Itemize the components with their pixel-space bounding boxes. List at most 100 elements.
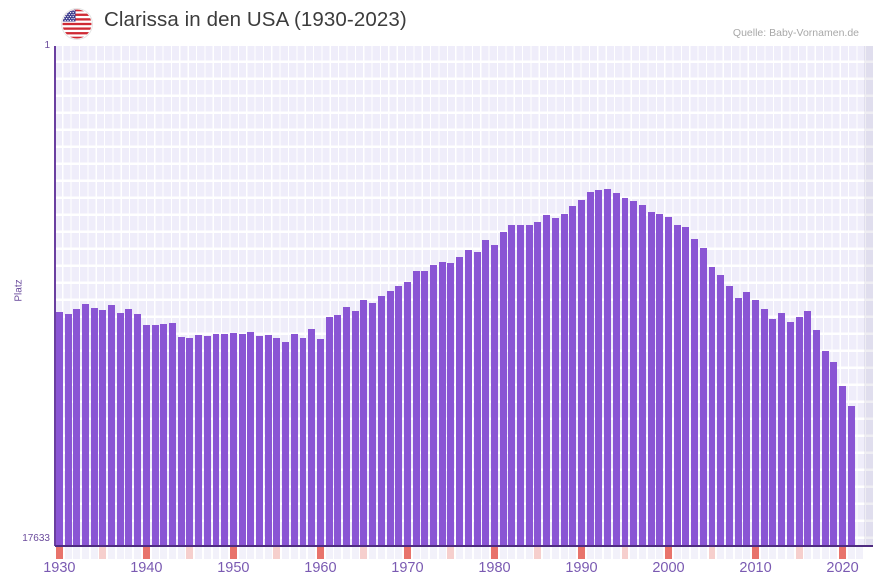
bar-1932[interactable] <box>73 308 81 546</box>
bar-1969[interactable] <box>395 286 403 546</box>
bar-2003[interactable] <box>691 239 699 546</box>
bar-1981[interactable] <box>499 232 507 546</box>
bar-1962[interactable] <box>334 314 342 546</box>
bar-1996[interactable] <box>630 200 638 546</box>
bar-2009[interactable] <box>743 291 751 546</box>
bar-1949[interactable] <box>221 334 229 546</box>
bar-1968[interactable] <box>386 290 394 546</box>
bar-1947[interactable] <box>203 335 211 546</box>
bar-1965[interactable] <box>360 299 368 546</box>
bar-1950[interactable] <box>229 333 237 546</box>
bar-1940[interactable] <box>142 325 150 546</box>
bar-2016[interactable] <box>804 310 812 546</box>
bar-1970[interactable] <box>403 282 411 546</box>
bar-1951[interactable] <box>238 334 246 546</box>
bar-1964[interactable] <box>351 310 359 546</box>
bar-2007[interactable] <box>725 285 733 546</box>
bar-1989[interactable] <box>569 205 577 546</box>
bar-1983[interactable] <box>517 225 525 546</box>
bar-1937[interactable] <box>116 312 124 546</box>
bar-1971[interactable] <box>412 271 420 546</box>
bar-1936[interactable] <box>108 304 116 546</box>
axis-marker-1997 <box>638 547 646 559</box>
bar-1972[interactable] <box>421 270 429 546</box>
bar-2014[interactable] <box>786 322 794 546</box>
bar-1990[interactable] <box>578 199 585 546</box>
bar-2020[interactable] <box>839 385 846 546</box>
axis-marker-1956 <box>282 547 290 559</box>
bar-1953[interactable] <box>256 336 263 546</box>
bar-1979[interactable] <box>482 240 490 546</box>
bar-2015[interactable] <box>795 316 803 546</box>
bar-2018[interactable] <box>821 350 829 546</box>
bar-2000[interactable] <box>665 216 672 546</box>
bar-1944[interactable] <box>177 336 185 546</box>
bar-1959[interactable] <box>308 328 316 546</box>
axis-marker-1976 <box>456 547 464 559</box>
bar-1935[interactable] <box>99 309 107 546</box>
bar-1985[interactable] <box>534 221 542 546</box>
bar-1992[interactable] <box>595 190 603 546</box>
bar-1957[interactable] <box>290 334 298 546</box>
axis-marker-2010 <box>752 547 759 559</box>
bar-1930[interactable] <box>55 311 63 546</box>
axis-marker-2000 <box>665 547 672 559</box>
bar-1934[interactable] <box>90 307 98 546</box>
bar-1978[interactable] <box>473 251 481 546</box>
bar-1976[interactable] <box>456 256 464 546</box>
bar-1974[interactable] <box>438 261 446 546</box>
bar-1960[interactable] <box>316 338 324 546</box>
bar-1946[interactable] <box>195 334 203 546</box>
bar-1939[interactable] <box>134 313 142 546</box>
bar-2021[interactable] <box>847 405 855 546</box>
bar-1942[interactable] <box>160 324 168 546</box>
bar-1961[interactable] <box>325 317 333 546</box>
bar-2002[interactable] <box>682 226 690 546</box>
bar-1995[interactable] <box>621 197 629 546</box>
bar-1958[interactable] <box>299 337 307 546</box>
bar-1982[interactable] <box>508 225 516 546</box>
bar-1980[interactable] <box>490 245 498 546</box>
bar-1945[interactable] <box>186 338 194 546</box>
bar-2006[interactable] <box>717 275 725 546</box>
bar-1998[interactable] <box>647 212 655 546</box>
bar-1993[interactable] <box>604 189 612 546</box>
bar-2010[interactable] <box>752 300 759 546</box>
bar-1997[interactable] <box>638 205 646 546</box>
axis-marker-1931 <box>64 547 72 559</box>
bar-1952[interactable] <box>247 332 255 546</box>
bar-2012[interactable] <box>769 318 777 546</box>
bar-1987[interactable] <box>551 217 559 546</box>
bar-1955[interactable] <box>273 338 281 546</box>
bar-2005[interactable] <box>708 266 716 546</box>
bar-1988[interactable] <box>560 213 568 546</box>
bar-1943[interactable] <box>169 322 176 546</box>
bar-2013[interactable] <box>778 313 786 546</box>
bar-1933[interactable] <box>81 304 89 546</box>
bar-1973[interactable] <box>430 265 437 546</box>
bar-1984[interactable] <box>525 224 533 546</box>
bar-1991[interactable] <box>586 192 594 546</box>
bar-1956[interactable] <box>282 341 290 546</box>
bar-1938[interactable] <box>125 308 133 546</box>
bar-2017[interactable] <box>812 329 820 546</box>
bar-1966[interactable] <box>369 303 377 546</box>
bar-2019[interactable] <box>830 361 838 546</box>
bar-2004[interactable] <box>699 248 707 546</box>
bar-2001[interactable] <box>673 224 681 546</box>
bar-1931[interactable] <box>64 313 72 546</box>
bar-1963[interactable] <box>343 306 350 546</box>
bar-2008[interactable] <box>734 297 742 546</box>
bar-1948[interactable] <box>212 333 220 546</box>
bar-1954[interactable] <box>264 334 272 546</box>
bar-1986[interactable] <box>543 214 551 546</box>
bar-1941[interactable] <box>151 325 159 546</box>
axis-marker-2006 <box>717 547 725 559</box>
bar-1994[interactable] <box>612 193 620 546</box>
bar-1967[interactable] <box>377 295 385 546</box>
bar-1977[interactable] <box>464 250 472 546</box>
bar-1975[interactable] <box>447 262 455 546</box>
axis-marker-1959 <box>308 547 316 559</box>
bar-2011[interactable] <box>760 309 768 546</box>
bar-1999[interactable] <box>656 214 664 546</box>
